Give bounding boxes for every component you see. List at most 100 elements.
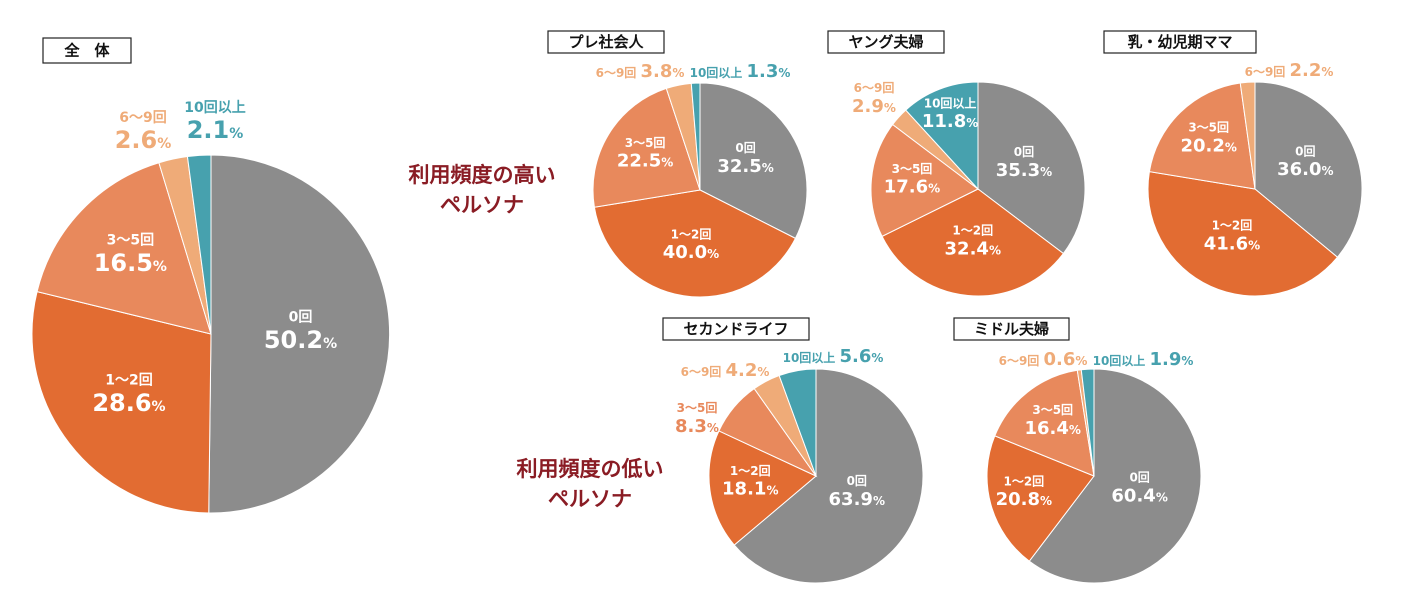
pie-slice	[1239, 81, 1256, 190]
slice-category-label: 3〜5回	[107, 233, 154, 249]
slice-value-label: 63.9%	[829, 489, 885, 510]
percent-unit: %	[157, 136, 171, 152]
slice-value-label: 2.2	[1289, 60, 1321, 81]
side-label-low-line2: ペルソナ	[548, 487, 632, 511]
slice-category-label: 3〜5回	[677, 401, 718, 415]
slice-value-label: 2.6%	[115, 126, 172, 154]
pie-slice	[905, 81, 979, 191]
percent-unit: %	[323, 336, 337, 352]
slice-label: 6〜9回 4.2%	[681, 360, 770, 381]
percent-unit: %	[1321, 65, 1333, 79]
slice-value-label: 3.8	[640, 61, 672, 82]
chart-title: ヤング夫婦	[848, 33, 923, 51]
chart-title-box	[42, 37, 132, 64]
slice-value-label: 36.0%	[1277, 159, 1333, 180]
slice-value-label: 60.4%	[1111, 485, 1167, 506]
pie-charts-group: 全 体0回50.2%1〜2回28.6%3〜5回16.5%6〜9回2.6%10回以…	[31, 30, 1363, 584]
chart-title-box	[953, 317, 1070, 341]
slice-label: 6〜9回 3.8%	[596, 61, 685, 82]
slice-value-label: 17.6%	[884, 177, 940, 198]
slice-value-label: 20.8%	[996, 489, 1052, 510]
pie-slice	[708, 430, 817, 546]
percent-unit: %	[1040, 165, 1052, 179]
percent-unit: %	[661, 156, 673, 170]
percent-unit: %	[1156, 490, 1168, 504]
pie-slice	[31, 291, 212, 514]
pie-slice	[186, 154, 212, 335]
pie-slice	[208, 154, 391, 514]
slice-value-label: 4.2	[725, 360, 757, 381]
chart-title: 乳・幼児期ママ	[1127, 33, 1232, 51]
slice-label: 6〜9回 0.6%	[999, 349, 1088, 370]
slice-value-label: 32.5%	[717, 156, 773, 177]
side-label-high-line2: ペルソナ	[440, 193, 524, 217]
slice-category-label: 0回	[289, 309, 313, 325]
chart-title-box	[547, 30, 665, 54]
chart-title: ミドル夫婦	[974, 320, 1049, 338]
percent-unit: %	[762, 161, 774, 175]
chart-title: 全 体	[63, 42, 110, 60]
percent-unit: %	[1181, 354, 1193, 368]
pie-slice	[1254, 81, 1363, 258]
percent-unit: %	[153, 259, 167, 275]
slice-value-label: 20.2%	[1180, 135, 1236, 156]
percent-unit: %	[707, 421, 719, 435]
pie-slice	[36, 162, 212, 335]
pie-slice	[986, 435, 1095, 562]
percent-unit: %	[928, 182, 940, 196]
slice-value-label: 5.6	[839, 346, 871, 367]
percent-unit: %	[229, 126, 243, 142]
slice-category-label: 0回	[847, 474, 867, 488]
slice-value-label: 40.0%	[663, 242, 719, 263]
percent-unit: %	[766, 484, 778, 498]
pie-slice	[593, 189, 797, 298]
slice-value-label: 11.8%	[922, 111, 978, 132]
slice-category-label: 0回	[735, 141, 755, 155]
chart-title-box	[827, 30, 945, 54]
percent-unit: %	[1075, 354, 1087, 368]
pie-slice	[1147, 171, 1339, 297]
pie-slice	[778, 368, 817, 477]
percent-unit: %	[1069, 423, 1081, 437]
slice-value-label: 41.6%	[1204, 234, 1260, 255]
pie-slice	[592, 87, 701, 208]
pie-slice	[1080, 368, 1095, 477]
percent-unit: %	[757, 365, 769, 379]
pie-slice	[870, 123, 979, 238]
slice-category-label: 6〜9回	[999, 354, 1044, 368]
slice-category-label: 1〜2回	[952, 223, 993, 237]
slice-category-label: 10回以上	[184, 100, 245, 116]
pie-slice	[977, 81, 1086, 255]
percent-unit: %	[152, 399, 166, 415]
chart-title-box	[1103, 30, 1257, 54]
percent-unit: %	[884, 101, 896, 115]
slice-category-label: 0回	[1129, 470, 1149, 484]
pie-slice	[1148, 82, 1256, 190]
slice-category-label: 10回以上	[690, 65, 747, 80]
percent-unit: %	[1248, 239, 1260, 253]
slice-value-label: 8.3%	[675, 416, 719, 437]
slice-category-label: 6〜9回	[681, 365, 726, 379]
pie-chart-1: 全 体0回50.2%1〜2回28.6%3〜5回16.5%6〜9回2.6%10回以…	[31, 37, 391, 514]
percent-unit: %	[672, 66, 684, 80]
slice-value-label: 2.1%	[187, 116, 244, 144]
slice-category-label: 0回	[1295, 144, 1315, 158]
percent-unit: %	[989, 243, 1001, 257]
slice-value-label: 18.1%	[722, 479, 778, 500]
side-label-high-line1: 利用頻度の高い	[409, 163, 556, 187]
pie-slice	[699, 82, 808, 240]
slice-label: 10回以上 1.9%	[1093, 349, 1194, 370]
side-label-low-line1: 利用頻度の低い	[517, 457, 664, 481]
slice-value-label: 22.5%	[617, 151, 673, 172]
slice-category-label: 1〜2回	[671, 227, 712, 241]
slice-value-label: 1.9	[1149, 349, 1181, 370]
percent-unit: %	[1225, 140, 1237, 154]
chart-title: セカンドライフ	[683, 320, 788, 338]
slice-value-label: 0.6	[1043, 349, 1075, 370]
slice-category-label: 3〜5回	[1032, 403, 1073, 417]
slice-category-label: 10回以上	[1093, 353, 1150, 368]
chart-title-box	[662, 317, 810, 341]
